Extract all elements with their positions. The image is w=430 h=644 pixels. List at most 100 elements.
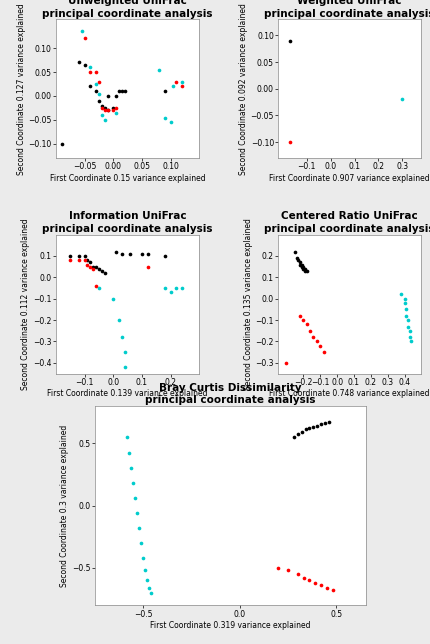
Point — [118, 86, 125, 97]
Title: Bray Curtis Dissimilarity
principal coordinate analysis: Bray Curtis Dissimilarity principal coor… — [145, 383, 315, 405]
Point — [329, 585, 336, 596]
Point — [167, 117, 174, 128]
Point — [141, 565, 148, 576]
Point — [290, 431, 297, 442]
Point — [92, 281, 99, 291]
Point — [126, 448, 133, 459]
Point — [303, 319, 310, 330]
Point — [81, 255, 88, 265]
Point — [67, 255, 74, 265]
Point — [302, 424, 309, 435]
Point — [135, 523, 142, 533]
Y-axis label: Second Coordinate 0.127 variance explained: Second Coordinate 0.127 variance explain… — [17, 3, 25, 175]
Point — [406, 332, 413, 343]
Point — [130, 478, 137, 488]
Point — [317, 419, 324, 430]
Point — [138, 249, 145, 259]
Point — [307, 326, 313, 336]
Point — [310, 422, 316, 432]
Point — [167, 287, 174, 298]
Point — [110, 105, 117, 115]
Point — [405, 321, 412, 332]
Point — [403, 304, 410, 314]
Point — [156, 64, 163, 75]
Point — [314, 421, 321, 431]
Point — [286, 137, 293, 147]
Point — [87, 261, 94, 272]
Point — [301, 266, 308, 276]
Point — [170, 81, 177, 91]
Title: Weighted UniFrac
principal coordinate analysis: Weighted UniFrac principal coordinate an… — [264, 0, 430, 19]
Point — [297, 310, 304, 321]
Point — [286, 35, 293, 46]
Point — [300, 573, 307, 583]
Point — [178, 77, 185, 87]
Point — [405, 315, 412, 325]
Point — [283, 357, 290, 368]
Point — [101, 268, 108, 278]
Point — [144, 249, 151, 259]
Point — [121, 86, 128, 97]
Point — [147, 588, 154, 598]
Point — [87, 67, 94, 77]
Title: Centered Ratio UniFrac
principal coordinate analysis: Centered Ratio UniFrac principal coordin… — [264, 211, 430, 234]
Point — [81, 33, 88, 44]
X-axis label: First Coordinate 0.139 variance explained: First Coordinate 0.139 variance explaine… — [47, 390, 208, 399]
Point — [101, 103, 108, 113]
Point — [138, 538, 144, 548]
Point — [121, 347, 128, 357]
Point — [173, 283, 180, 293]
Point — [104, 91, 111, 101]
Point — [110, 294, 117, 304]
Point — [95, 77, 102, 87]
Point — [113, 108, 120, 118]
Point — [58, 138, 65, 149]
Point — [313, 336, 320, 346]
Point — [317, 341, 324, 351]
Point — [101, 105, 108, 115]
Point — [301, 263, 308, 274]
Point — [306, 423, 313, 433]
Point — [300, 315, 307, 325]
Title: Unweighted UniFrac
principal coordinate analysis: Unweighted UniFrac principal coordinate … — [42, 0, 213, 19]
Point — [98, 266, 105, 276]
Point — [92, 86, 99, 97]
Point — [75, 255, 82, 265]
Point — [92, 261, 99, 272]
Point — [95, 95, 102, 106]
Point — [294, 430, 301, 440]
Point — [295, 255, 302, 265]
Point — [300, 261, 307, 272]
Point — [398, 289, 405, 299]
Point — [118, 249, 125, 259]
Point — [323, 583, 330, 593]
Point — [116, 315, 123, 325]
Point — [84, 260, 91, 270]
Point — [124, 431, 131, 442]
Point — [113, 91, 120, 101]
Point — [401, 294, 408, 304]
Point — [401, 298, 408, 308]
Point — [178, 283, 185, 293]
X-axis label: First Coordinate 0.15 variance explained: First Coordinate 0.15 variance explained — [50, 174, 206, 183]
Point — [178, 81, 185, 91]
Point — [285, 565, 292, 576]
X-axis label: First Coordinate 0.319 variance explained: First Coordinate 0.319 variance explaine… — [150, 621, 310, 630]
Point — [90, 263, 97, 274]
Point — [293, 253, 300, 263]
Point — [161, 251, 168, 261]
Point — [81, 60, 88, 70]
Point — [104, 105, 111, 115]
Point — [161, 112, 168, 122]
Point — [143, 575, 150, 585]
Point — [298, 261, 305, 272]
Point — [87, 81, 94, 91]
Point — [128, 463, 135, 473]
X-axis label: First Coordinate 0.907 variance explained: First Coordinate 0.907 variance explaine… — [270, 174, 430, 183]
Point — [87, 62, 94, 72]
Point — [145, 583, 152, 593]
Point — [116, 86, 123, 97]
Point — [161, 86, 168, 97]
Point — [298, 427, 305, 437]
Point — [300, 263, 307, 274]
